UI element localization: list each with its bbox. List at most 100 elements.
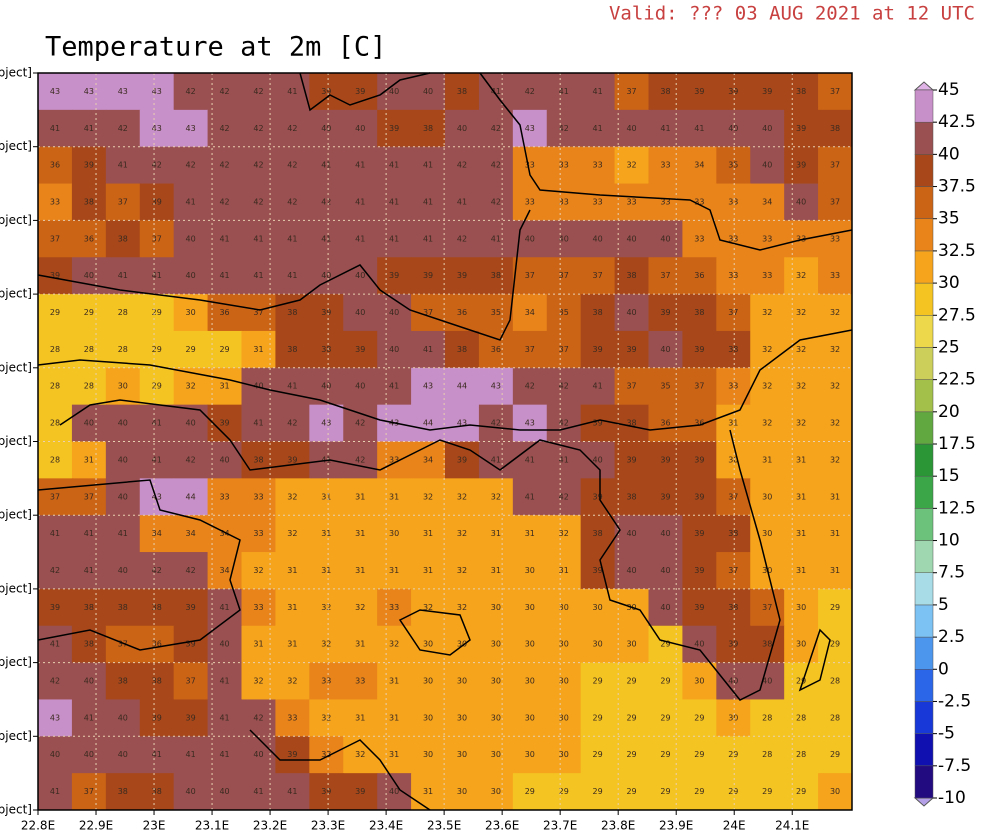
cell-value: 41	[152, 455, 162, 464]
temperature-cell	[682, 73, 717, 111]
temperature-cell	[445, 73, 480, 111]
coastline	[37, 479, 241, 651]
temperature-cell	[750, 404, 785, 442]
temperature-cell	[377, 588, 412, 627]
cell-value: 32	[287, 677, 297, 686]
temperature-cell	[478, 330, 514, 369]
temperature-cell	[648, 588, 683, 627]
temperature-cell	[614, 662, 649, 700]
cell-value: 40	[50, 750, 60, 759]
cell-value: 38	[321, 345, 331, 354]
cell-value: 42	[253, 197, 263, 206]
cell-value: 39	[694, 345, 704, 354]
temperature-cell	[207, 441, 242, 479]
cell-value: 31	[321, 492, 331, 501]
temperature-cell	[784, 367, 819, 406]
cell-value: 31	[491, 566, 501, 575]
cell-value: 33	[287, 713, 297, 722]
cell-value: 32	[186, 382, 196, 391]
temperature-cell	[546, 220, 582, 258]
temperature-cell	[173, 220, 209, 258]
cell-value: 40	[525, 234, 535, 243]
cell-value: 30	[559, 603, 569, 612]
cell-value: 40	[118, 419, 128, 428]
cell-value: 43	[457, 419, 467, 428]
temperature-cell	[105, 552, 141, 590]
cell-value: 28	[118, 345, 128, 354]
cell-value: 42	[559, 124, 569, 133]
temperature-cell	[38, 294, 73, 332]
cell-value: 29	[84, 308, 94, 317]
cell-value: 37	[118, 640, 128, 649]
cell-value: 37	[84, 492, 94, 501]
cell-value: 37	[728, 492, 738, 501]
cell-value: 40	[457, 124, 467, 133]
cell-value: 33	[321, 677, 331, 686]
cell-value: 37	[152, 234, 162, 243]
cell-value: 28	[796, 750, 806, 759]
temperature-cell	[784, 441, 819, 479]
temperature-cell	[716, 404, 751, 442]
temperature-cell	[784, 146, 819, 185]
chart-title: Temperature at 2m [C]	[45, 32, 386, 63]
temperature-cell	[38, 699, 73, 737]
colorbar-swatch	[914, 733, 934, 767]
temperature-cell	[784, 515, 819, 553]
cell-value: 38	[457, 87, 467, 96]
temperature-cell	[207, 73, 242, 111]
temperature-cell	[546, 478, 582, 516]
valid-time: Valid: ??? 03 AUG 2021 at 12 UTC	[609, 3, 975, 25]
cell-value: 38	[84, 603, 94, 612]
colorbar-label: 27.5	[938, 305, 976, 325]
temperature-cell	[546, 367, 582, 406]
cell-value: 40	[219, 640, 229, 649]
cell-value: 38	[626, 419, 636, 428]
cell-value: 33	[593, 161, 603, 170]
temperature-cell	[139, 625, 175, 664]
coastline	[249, 729, 431, 811]
temperature-cell	[546, 699, 582, 737]
temperature-cell	[377, 109, 412, 148]
cell-value: 39	[457, 271, 467, 280]
temperature-cell	[38, 146, 73, 185]
cell-value: 29	[626, 713, 636, 722]
temperature-cell	[716, 146, 751, 185]
colorbar-label: 17.5	[938, 434, 976, 454]
cell-value: 33	[762, 234, 772, 243]
cell-value: 29	[796, 677, 806, 686]
temperature-cell	[546, 736, 582, 774]
colorbar-label: 15	[938, 466, 960, 486]
cell-value: 31	[796, 566, 806, 575]
temperature-cell	[411, 404, 446, 442]
colorbar-swatch	[914, 218, 934, 252]
temperature-cell	[445, 220, 480, 258]
cell-value: 43	[84, 87, 94, 96]
temperature-cell	[546, 183, 582, 221]
temperature-cell	[445, 515, 480, 553]
temperature-cell	[682, 367, 717, 406]
colorbar-swatch	[914, 636, 934, 670]
cell-value: 42	[186, 566, 196, 575]
temperature-cell	[478, 588, 514, 627]
x-tick-label: 23.7E	[543, 819, 577, 833]
temperature-cell	[648, 552, 683, 590]
temperature-cell	[445, 552, 480, 590]
colorbar-swatch	[914, 186, 934, 219]
temperature-cell	[38, 552, 73, 590]
cell-value: 32	[796, 308, 806, 317]
temperature-cell	[512, 478, 548, 516]
cell-value: 31	[389, 713, 399, 722]
cell-value: 32	[830, 308, 840, 317]
temperature-cell	[105, 773, 141, 811]
cell-value: 44	[186, 492, 196, 501]
temperature-cell	[139, 515, 175, 553]
temperature-cell	[478, 662, 514, 700]
temperature-cell	[173, 330, 209, 369]
temperature-cell	[343, 441, 378, 479]
cell-value: 39	[796, 124, 806, 133]
cell-value: 28	[50, 419, 60, 428]
y-tick-label: [object Object]	[0, 508, 32, 522]
y-tick-label: [object Object]	[0, 287, 32, 301]
temperature-cell	[207, 478, 242, 516]
cell-value: 41	[355, 161, 365, 170]
